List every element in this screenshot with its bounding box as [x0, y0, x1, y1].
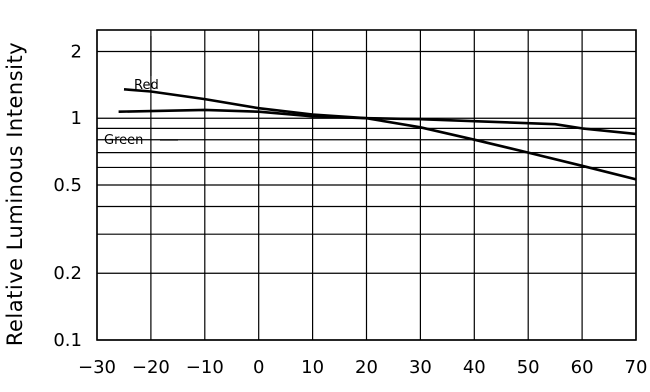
- x-tick-label: 30: [409, 357, 432, 378]
- y-axis-title: Relative Luminous Intensity: [3, 42, 27, 346]
- series-line-red: [123, 88, 637, 181]
- y-tick-label: 2: [71, 41, 82, 62]
- x-tick-label: 20: [355, 357, 378, 378]
- y-tick-label: 0.5: [53, 175, 82, 196]
- x-tick-label: 60: [571, 357, 594, 378]
- x-tick-label: 40: [463, 357, 486, 378]
- x-tick-label: −10: [186, 357, 224, 378]
- x-tick-label: 10: [301, 357, 324, 378]
- x-tick-label: 50: [517, 357, 540, 378]
- x-tick-label: 70: [625, 357, 648, 378]
- y-tick-label: 1: [71, 108, 82, 129]
- y-axis-tick-labels: 0.1 0.2 0.5 1 2: [53, 41, 82, 351]
- x-tick-label: −20: [132, 357, 170, 378]
- x-axis-tick-labels: −30 −20 −10 0 10 20 30 40 50 60 70: [78, 357, 647, 378]
- plot-frame: [96, 29, 637, 341]
- series-line-green: [118, 108, 637, 136]
- x-tick-label: −30: [78, 357, 116, 378]
- grid: [96, 30, 637, 341]
- x-tick-label: 0: [253, 357, 264, 378]
- y-tick-label: 0.2: [53, 263, 82, 284]
- series-lines: [118, 88, 637, 181]
- series-label-red: Red: [134, 78, 159, 93]
- series-labels: Red Green: [104, 36, 178, 148]
- series-label-green: Green: [104, 133, 143, 148]
- y-tick-label: 0.1: [53, 330, 82, 351]
